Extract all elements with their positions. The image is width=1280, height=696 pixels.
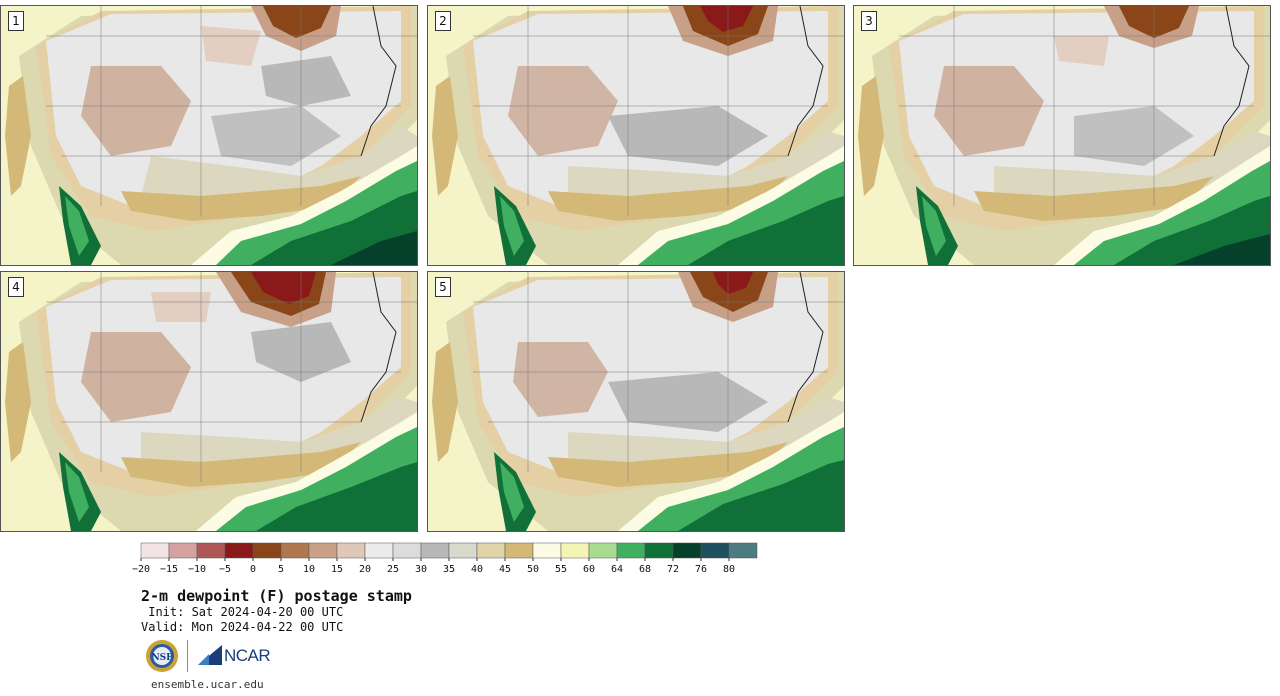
dewpoint-map [854, 6, 1270, 265]
colorbar-swatch [364, 542, 394, 559]
colorbar-tick-label: 15 [331, 564, 343, 575]
colorbar-swatch [448, 542, 478, 559]
nsf-logo-text: NSF [151, 653, 173, 663]
chart-title: 2-m dewpoint (F) postage stamp [141, 587, 412, 605]
colorbar-swatch [280, 542, 310, 559]
colorbar-tick-label: −15 [160, 564, 178, 575]
colorbar-tick-label: −10 [188, 564, 206, 575]
colorbar-swatch [168, 542, 198, 559]
website-url[interactable]: ensemble.ucar.edu [151, 678, 264, 691]
colorbar-tick-label: 64 [611, 564, 623, 575]
colorbar-tick-label: −20 [132, 564, 150, 575]
map-panel-4: 4 [0, 271, 418, 532]
nsf-logo: NSF [146, 640, 178, 672]
colorbar-tick-label: 55 [555, 564, 567, 575]
colorbar-swatch [252, 542, 282, 559]
dewpoint-colorbar: −20 −15 −10 −5 0 5 10 15 20 25 30 35 40 45 50 55 60 64 68 7… [132, 542, 758, 575]
colorbar-tick-label: 20 [359, 564, 371, 575]
colorbar-tick-label: 30 [415, 564, 427, 575]
dewpoint-map [428, 272, 844, 531]
colorbar-swatch [560, 542, 590, 559]
colorbar-swatch [588, 542, 618, 559]
colorbar-tick-label: 72 [667, 564, 679, 575]
map-panel-5: 5 [427, 271, 845, 532]
colorbar-swatch [140, 542, 170, 559]
init-time: Init: Sat 2024-04-20 00 UTC [141, 605, 344, 619]
colorbar-swatch [644, 542, 674, 559]
panel-label: 1 [8, 11, 24, 31]
colorbar-tick-label: 35 [443, 564, 455, 575]
colorbar-swatch [504, 542, 534, 559]
dewpoint-map [428, 6, 844, 265]
dewpoint-map [1, 6, 417, 265]
colorbar-swatch [672, 542, 702, 559]
panel-label: 4 [8, 277, 24, 297]
colorbar-swatch [700, 542, 730, 559]
colorbar-swatch [476, 542, 506, 559]
colorbar-tick-label: 60 [583, 564, 595, 575]
colorbar-swatch [336, 542, 366, 559]
colorbar-swatch [616, 542, 646, 559]
colorbar-swatch [420, 542, 450, 559]
valid-time: Valid: Mon 2024-04-22 00 UTC [141, 620, 344, 634]
dewpoint-map [1, 272, 417, 531]
colorbar-tick-label: 25 [387, 564, 399, 575]
map-panel-2: 2 [427, 5, 845, 266]
colorbar-swatch [224, 542, 254, 559]
map-panel-3: 3 [853, 5, 1271, 266]
colorbar-swatch [728, 542, 758, 559]
colorbar-tick-label: −5 [219, 564, 231, 575]
logo-divider [187, 640, 188, 672]
colorbar-tick-label: 5 [278, 564, 284, 575]
colorbar-tick-label: 50 [527, 564, 539, 575]
colorbar-tick-label: 40 [471, 564, 483, 575]
colorbar-swatch [196, 542, 226, 559]
colorbar-tick-label: 45 [499, 564, 511, 575]
colorbar-swatch [392, 542, 422, 559]
ncar-logo-text: NCAR [224, 646, 271, 665]
panel-label: 5 [435, 277, 451, 297]
panel-label: 3 [861, 11, 877, 31]
colorbar-swatch [532, 542, 562, 559]
ncar-mark-icon [198, 645, 222, 665]
panel-label: 2 [435, 11, 451, 31]
colorbar-tick-label: 80 [723, 564, 735, 575]
colorbar-tick-label: 68 [639, 564, 651, 575]
map-panel-1: 1 [0, 5, 418, 266]
colorbar-swatch [308, 542, 338, 559]
colorbar-tick-label: 76 [695, 564, 707, 575]
colorbar-tick-label: 10 [303, 564, 315, 575]
colorbar-tick-label: 0 [250, 564, 256, 575]
